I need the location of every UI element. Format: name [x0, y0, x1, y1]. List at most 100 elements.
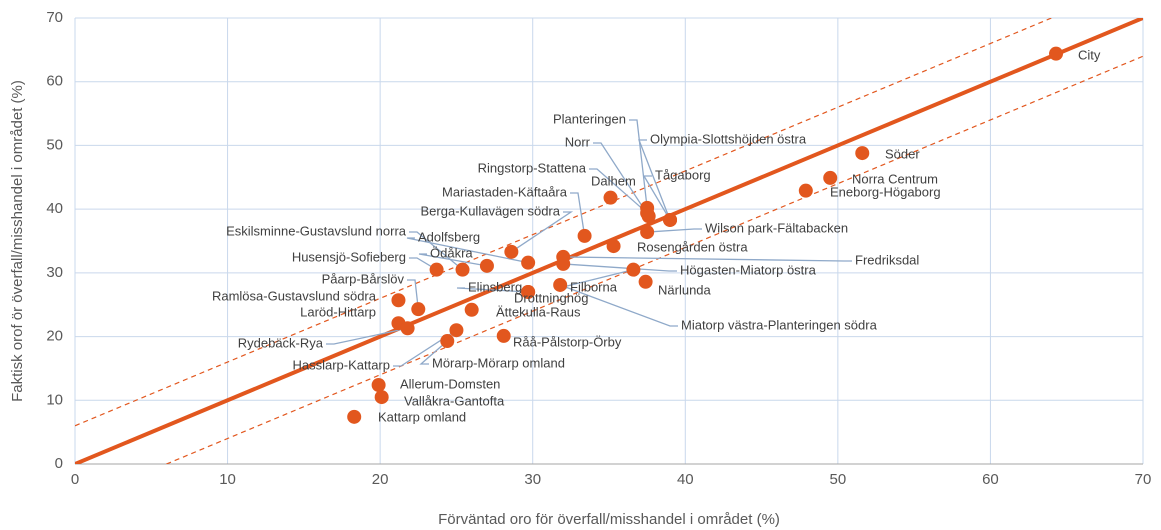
point-label: Dalhem: [591, 173, 636, 188]
point-label: Ättekulla-Raus: [496, 304, 581, 319]
leader-line: [642, 175, 671, 221]
point: [638, 274, 653, 289]
point-label: Söder: [885, 146, 920, 161]
point-label: Wilson park-Fältabacken: [705, 220, 848, 235]
leader-line: [570, 192, 586, 237]
point-label: Laröd-Hittarp: [300, 304, 376, 319]
x-tick-label: 30: [524, 471, 541, 488]
leader-line: [409, 257, 437, 271]
y-tick-label: 60: [46, 73, 63, 90]
y-tick-label: 70: [46, 9, 63, 26]
point-label: Miatorp västra-Planteringen södra: [681, 317, 878, 332]
point-label: Adolfsberg: [418, 229, 480, 244]
point-label: Olympia-Slottshöjden östra: [650, 131, 807, 146]
point-label: Ringstorp-Stattena: [478, 160, 587, 175]
leader-line: [638, 139, 671, 221]
point-label: Rosengården östra: [637, 239, 748, 254]
point-label: Hasslarp-Kattarp: [292, 357, 390, 372]
point-label: Mörarp-Mörarp omland: [432, 355, 565, 370]
point: [429, 262, 444, 277]
point-label: Mariastaden-Käftaåra: [442, 184, 568, 199]
point-label: Ödåkra: [430, 245, 473, 260]
leader-line: [647, 228, 702, 233]
y-tick-label: 0: [55, 455, 63, 472]
point-label: Norra Centrum: [852, 171, 938, 186]
leader-line: [593, 142, 650, 217]
leader-line: [563, 256, 852, 262]
point-label: Rydebäck-Rya: [238, 335, 324, 350]
point: [1049, 46, 1064, 61]
point-label: Vallåkra-Gantofta: [404, 393, 505, 408]
point: [496, 328, 511, 343]
point-label: Eskilsminne-Gustavslund norra: [226, 223, 407, 238]
point: [521, 284, 536, 299]
point: [464, 302, 479, 317]
point: [577, 228, 592, 243]
x-tick-label: 50: [830, 471, 847, 488]
point-label: Kattarp omland: [378, 409, 466, 424]
point-label: Allerum-Domsten: [400, 376, 500, 391]
point-label: Norr: [565, 134, 591, 149]
leader-line: [393, 329, 457, 367]
point-label: Närlunda: [658, 282, 712, 297]
x-tick-label: 40: [677, 471, 694, 488]
leader-line: [563, 263, 677, 272]
point: [347, 409, 362, 424]
x-tick-label: 70: [1135, 471, 1152, 488]
point-label: City: [1078, 47, 1101, 62]
y-tick-label: 40: [46, 200, 63, 217]
point: [556, 256, 571, 271]
x-tick-label: 10: [219, 471, 236, 488]
leader-line: [406, 237, 529, 264]
point-label: Påarp-Bårslöv: [322, 271, 405, 286]
point: [640, 225, 655, 240]
reference-line: [75, 18, 1054, 427]
point: [440, 334, 455, 349]
point-label: Högasten-Miatorp östra: [680, 262, 817, 277]
point-label: Fredriksdal: [855, 252, 919, 267]
leader-line: [456, 287, 529, 293]
point: [663, 212, 678, 227]
point: [449, 323, 464, 338]
point-label: Elinsberg: [468, 279, 522, 294]
leader-line: [326, 327, 408, 345]
point-label: Husensjö-Sofieberg: [292, 249, 406, 264]
y-axis-title: Faktisk orof ör överfall/misshandel i om…: [9, 80, 26, 402]
leader-line: [409, 231, 463, 271]
point-label: Eneborg-Högaborg: [830, 184, 941, 199]
leader-line: [418, 253, 488, 267]
point: [374, 390, 389, 405]
point-label: Tågaborg: [655, 167, 711, 182]
y-tick-label: 50: [46, 136, 63, 153]
y-tick-label: 20: [46, 328, 63, 345]
point-label: Råå-Pålstorp-Örby: [513, 334, 622, 349]
x-axis-title: Förväntad oro för överfall/misshandel i …: [438, 511, 780, 528]
point: [626, 262, 641, 277]
y-tick-label: 30: [46, 264, 63, 281]
point: [823, 170, 838, 185]
point: [455, 262, 470, 277]
x-tick-label: 0: [71, 471, 79, 488]
y-tick-label: 10: [46, 391, 63, 408]
point-label: Filborna: [570, 279, 618, 294]
point-label: Planteringen: [553, 111, 626, 126]
point: [640, 205, 655, 220]
point: [553, 277, 568, 292]
leader-line: [510, 211, 574, 253]
point: [400, 321, 415, 336]
point: [855, 146, 870, 161]
point: [371, 377, 386, 392]
point: [521, 255, 536, 270]
point-label: Ramlösa-Gustavslund södra: [212, 288, 377, 303]
leader-line: [629, 119, 648, 208]
point: [411, 302, 426, 317]
leader-line: [559, 284, 678, 327]
reference-line: [164, 55, 1143, 464]
point: [479, 258, 494, 273]
point: [391, 293, 406, 308]
leader-line: [407, 279, 419, 310]
point-label: Berga-Kullavägen södra: [421, 203, 561, 218]
x-tick-label: 20: [372, 471, 389, 488]
point: [504, 244, 519, 259]
